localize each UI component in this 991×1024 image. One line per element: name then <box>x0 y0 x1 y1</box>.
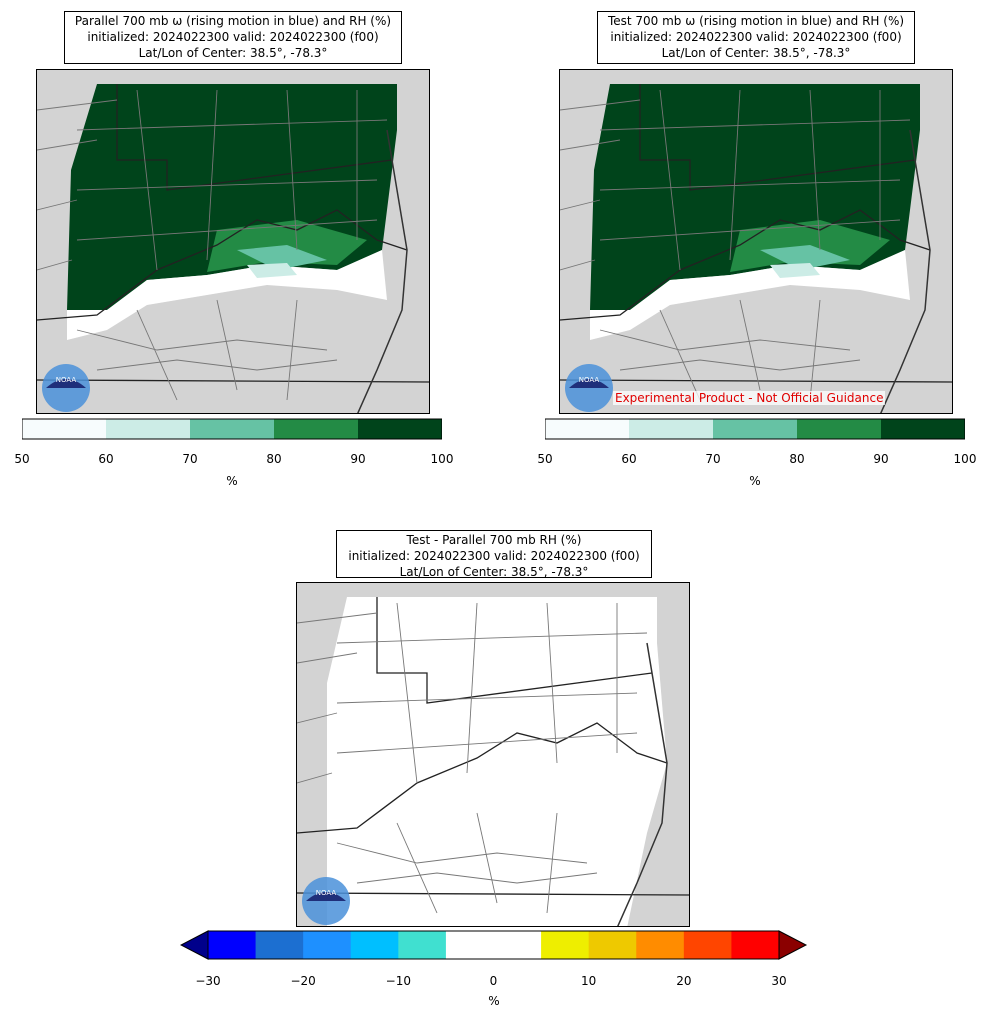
panel2-colorbar-segment <box>629 419 714 439</box>
panel2-colorbar-tick-label: 50 <box>537 452 553 466</box>
panel3-colorbar-extend-low <box>179 930 209 960</box>
panel3-colorbar-tick-label: 10 <box>581 974 597 988</box>
panel3-title-line3: Lat/Lon of Center: 38.5°, -78.3° <box>399 565 589 579</box>
panel3-colorbar-segment <box>445 931 494 959</box>
panel3-colorbar-tick-label: −30 <box>195 974 221 988</box>
panel2-colorbar-tick-label: 60 <box>621 452 637 466</box>
panel2-colorbar-segment <box>797 419 882 439</box>
panel3-colorbar-segment <box>588 931 637 959</box>
panel3-title-line1: Test - Parallel 700 mb RH (%) <box>406 533 582 547</box>
panel2-colorbar-ticks: 50 60 70 80 90 100 <box>537 452 976 468</box>
panel3-colorbar-segment <box>255 931 304 959</box>
svg-text:NOAA: NOAA <box>579 376 600 384</box>
panel2-colorbar-tick-label: 80 <box>789 452 805 466</box>
panel2-title-line2: initialized: 2024022300 valid: 202402230… <box>610 30 902 44</box>
panel3-colorbar-segment <box>493 931 542 959</box>
panel3-title: Test - Parallel 700 mb RH (%) initialize… <box>336 530 652 579</box>
panel2-title: Test 700 mb ω (rising motion in blue) an… <box>597 11 915 64</box>
panel3-colorbar-segment <box>541 931 590 959</box>
panel2-colorbar-tick-label: 100 <box>953 452 977 466</box>
panel3-colorbar-tick-label: −10 <box>385 974 411 988</box>
panel3-colorbar-tick-label: 20 <box>676 974 692 988</box>
panel1-colorbar-unit: % <box>226 474 238 488</box>
panel3-colorbar-tick-label: −20 <box>290 974 316 988</box>
panel1-colorbar-segment <box>22 419 107 439</box>
panel3-colorbar-ticks: −30 −20 −10 0 10 20 30 <box>195 974 786 990</box>
svg-text:NOAA: NOAA <box>316 889 337 897</box>
panel1-colorbar-tick-label: 50 <box>14 452 30 466</box>
panel1-colorbar-tick-label: 100 <box>430 452 454 466</box>
panel2-colorbar-tick-label: 70 <box>705 452 721 466</box>
panel3-colorbar-segment <box>636 931 685 959</box>
panel1-colorbar-segment <box>358 419 443 439</box>
panel1-map: NOAA <box>36 69 430 414</box>
panel3-colorbar-tick-label: 30 <box>771 974 787 988</box>
panel2-title-line1: Test 700 mb ω (rising motion in blue) an… <box>607 14 905 28</box>
panel1-colorbar-segment <box>106 419 191 439</box>
panel3-colorbar-segment <box>303 931 352 959</box>
panel1-colorbar-tick-label: 60 <box>98 452 114 466</box>
experimental-watermark: Experimental Product - Not Official Guid… <box>613 391 886 405</box>
panel1-title-line3: Lat/Lon of Center: 38.5°, -78.3° <box>138 46 328 60</box>
panel2-colorbar-segment <box>713 419 798 439</box>
panel3-colorbar-segment <box>398 931 447 959</box>
panel2-colorbar <box>544 418 966 440</box>
panel1-colorbar-tick-label: 90 <box>350 452 366 466</box>
panel2-title-line3: Lat/Lon of Center: 38.5°, -78.3° <box>661 46 851 60</box>
panel3-colorbar-segment <box>350 931 399 959</box>
panel1-colorbar-segment <box>190 419 275 439</box>
panel1-title-line2: initialized: 2024022300 valid: 202402230… <box>87 30 379 44</box>
panel1-title-line1: Parallel 700 mb ω (rising motion in blue… <box>74 14 392 28</box>
panel1-colorbar-tick-label: 70 <box>182 452 198 466</box>
panel2-map: NOAA <box>559 69 953 414</box>
panel2-colorbar-unit: % <box>749 474 761 488</box>
panel3-colorbar-segment <box>683 931 732 959</box>
panel1-title: Parallel 700 mb ω (rising motion in blue… <box>64 11 402 64</box>
svg-text:NOAA: NOAA <box>56 376 77 384</box>
panel3-colorbar-extend-high <box>778 930 808 960</box>
panel3-colorbar-unit: % <box>488 994 500 1008</box>
panel3-colorbar <box>179 930 808 960</box>
panel3-map: NOAA <box>296 582 690 927</box>
panel1-colorbar <box>21 418 443 440</box>
panel3-colorbar-tick-label: 0 <box>489 974 498 988</box>
panel1-colorbar-ticks: 50 60 70 80 90 100 <box>14 452 453 468</box>
panel3-colorbar-segment <box>731 931 780 959</box>
panel2-colorbar-tick-label: 90 <box>873 452 889 466</box>
panel1-colorbar-tick-label: 80 <box>266 452 282 466</box>
panel1-colorbar-segment <box>274 419 359 439</box>
panel2-colorbar-segment <box>545 419 630 439</box>
panel2-colorbar-segment <box>881 419 966 439</box>
panel3-title-line2: initialized: 2024022300 valid: 202402230… <box>348 549 640 563</box>
panel3-colorbar-segment <box>208 931 257 959</box>
